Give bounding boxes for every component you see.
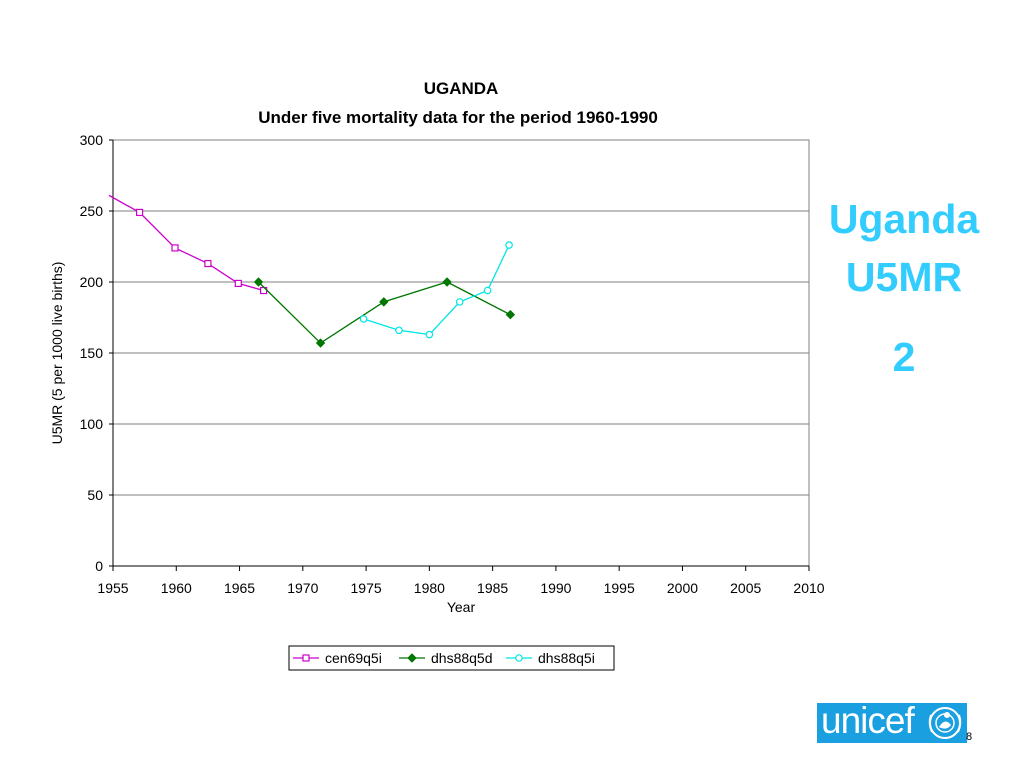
legend-swatch-marker bbox=[302, 654, 310, 662]
y-tick-label: 300 bbox=[80, 132, 104, 148]
y-tick-label: 250 bbox=[80, 203, 104, 219]
unicef-emblem-icon bbox=[928, 707, 962, 739]
side-title-country: Uganda bbox=[828, 196, 980, 242]
data-point bbox=[253, 277, 264, 287]
x-tick-label: 1980 bbox=[414, 580, 445, 596]
data-point bbox=[234, 279, 242, 288]
x-tick-label: 1975 bbox=[351, 580, 382, 596]
data-point bbox=[425, 330, 434, 339]
data-point bbox=[395, 326, 403, 335]
series-line bbox=[108, 194, 264, 292]
x-tick-label: 1985 bbox=[477, 580, 508, 596]
legend-swatch-marker bbox=[407, 653, 417, 663]
side-title-metric: U5MR bbox=[845, 254, 963, 300]
x-tick-label: 2000 bbox=[667, 580, 698, 596]
y-axis-ticks: 0 50 100 150 200 250 300 bbox=[80, 132, 114, 574]
logo-wordmark: unicef bbox=[821, 700, 915, 741]
page-number: 8 bbox=[966, 731, 973, 743]
legend-label: dhs88q5d bbox=[431, 650, 493, 666]
data-point bbox=[171, 244, 179, 252]
x-tick-label: 1995 bbox=[604, 580, 635, 596]
side-title-number: 2 bbox=[892, 334, 916, 380]
y-tick-label: 100 bbox=[80, 416, 104, 432]
series-cen69q5i bbox=[108, 194, 268, 295]
data-point bbox=[204, 259, 212, 268]
legend: cen69q5i dhs88q5d dhs88q5i bbox=[288, 645, 615, 671]
y-axis-label: U5MR (5 per 1000 live births) bbox=[49, 262, 65, 445]
legend-item: dhs88q5d bbox=[399, 650, 493, 666]
legend-box bbox=[288, 645, 615, 671]
x-tick-label: 1960 bbox=[161, 580, 192, 596]
chart-title: UGANDA bbox=[424, 79, 499, 98]
data-point bbox=[359, 315, 368, 323]
unicef-logo: unicef bbox=[817, 700, 967, 743]
x-tick-label: 2005 bbox=[730, 580, 761, 596]
data-point bbox=[455, 298, 464, 306]
legend-label: cen69q5i bbox=[325, 650, 382, 666]
legend-label: dhs88q5i bbox=[538, 650, 595, 666]
y-tick-label: 50 bbox=[87, 487, 103, 503]
legend-item: dhs88q5i bbox=[506, 650, 595, 666]
series-dhs88q5i bbox=[359, 241, 513, 339]
series-dhs88q5d bbox=[253, 277, 516, 348]
x-axis-ticks: 1955 1960 1965 1970 1975 1980 1985 1990 1995 2000… bbox=[97, 565, 825, 596]
data-point bbox=[135, 208, 144, 217]
x-tick-label: 1970 bbox=[287, 580, 318, 596]
y-tick-label: 200 bbox=[80, 274, 104, 290]
chart-subtitle: Under five mortality data for the period… bbox=[258, 108, 658, 127]
x-tick-label: 1955 bbox=[97, 580, 128, 596]
series-layer bbox=[108, 194, 516, 348]
x-tick-label: 1990 bbox=[540, 580, 571, 596]
legend-swatch-marker bbox=[515, 654, 523, 662]
series-line bbox=[258, 281, 511, 344]
x-tick-label: 2010 bbox=[793, 580, 824, 596]
data-point bbox=[505, 309, 516, 320]
x-axis-label: Year bbox=[447, 599, 476, 615]
x-tick-label: 1965 bbox=[224, 580, 255, 596]
gridlines bbox=[113, 139, 809, 496]
y-tick-label: 0 bbox=[95, 558, 103, 574]
legend-item: cen69q5i bbox=[293, 650, 382, 666]
data-point bbox=[505, 241, 513, 249]
data-point bbox=[442, 277, 452, 287]
series-line bbox=[363, 244, 510, 336]
data-point bbox=[315, 338, 326, 348]
data-point bbox=[379, 297, 389, 307]
data-point bbox=[483, 286, 492, 295]
y-tick-label: 150 bbox=[80, 345, 104, 361]
